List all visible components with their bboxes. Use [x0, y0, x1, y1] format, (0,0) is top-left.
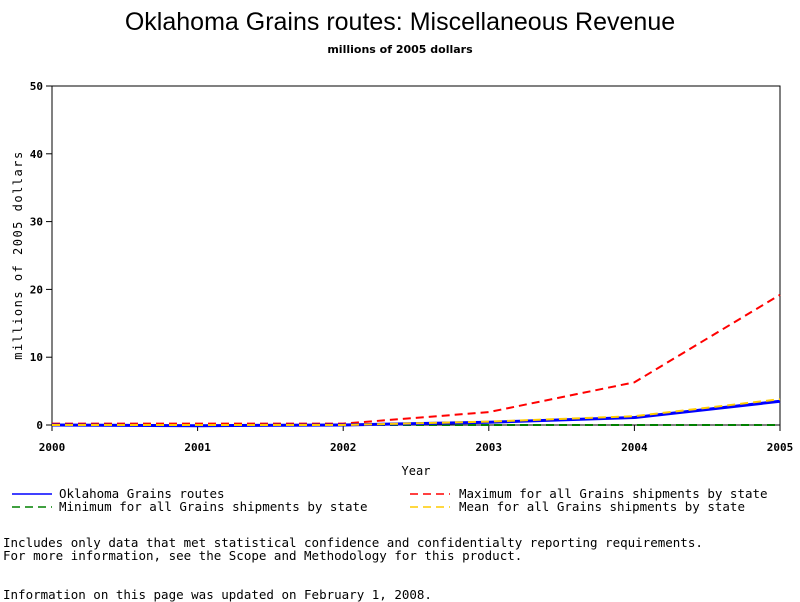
note-methodology: For more information, see the Scope and …	[3, 548, 523, 563]
x-axis: 2000 2001 2002 2003 2004 2005	[39, 425, 794, 454]
legend-label-maximum: Maximum for all Grains shipments by stat…	[459, 486, 768, 501]
x-tick-label: 2000	[39, 441, 66, 454]
line-mean	[52, 398, 781, 426]
legend-label-mean: Mean for all Grains shipments by state	[459, 499, 745, 514]
note-confidence: Includes only data that met statistical …	[3, 535, 703, 550]
y-axis-label: millions of 2005 dollars	[11, 150, 25, 359]
y-tick-label: 20	[30, 283, 43, 296]
x-tick-label: 2003	[476, 441, 503, 454]
chart-subtitle: millions of 2005 dollars	[327, 43, 473, 56]
series-lines	[51, 293, 781, 428]
x-tick-label: 2001	[184, 441, 211, 454]
legend-label-oklahoma: Oklahoma Grains routes	[59, 486, 225, 501]
y-axis: 0 10 20 30 40 50	[30, 80, 52, 432]
x-tick-label: 2005	[767, 441, 794, 454]
x-tick-label: 2002	[330, 441, 357, 454]
y-tick-label: 0	[36, 419, 43, 432]
plot-frame	[51, 85, 781, 426]
y-tick-label: 50	[30, 80, 43, 93]
y-tick-label: 10	[30, 351, 43, 364]
x-axis-label: Year	[402, 464, 431, 478]
line-maximum	[52, 293, 781, 425]
chart-title: Oklahoma Grains routes: Miscellaneous Re…	[125, 8, 675, 36]
y-tick-label: 30	[30, 216, 43, 229]
note-updated: Information on this page was updated on …	[3, 587, 432, 602]
legend: Oklahoma Grains routes Maximum for all G…	[12, 486, 768, 514]
x-tick-label: 2004	[621, 441, 648, 454]
line-oklahoma	[51, 399, 781, 428]
legend-label-minimum: Minimum for all Grains shipments by stat…	[59, 499, 368, 514]
y-tick-label: 40	[30, 148, 43, 161]
